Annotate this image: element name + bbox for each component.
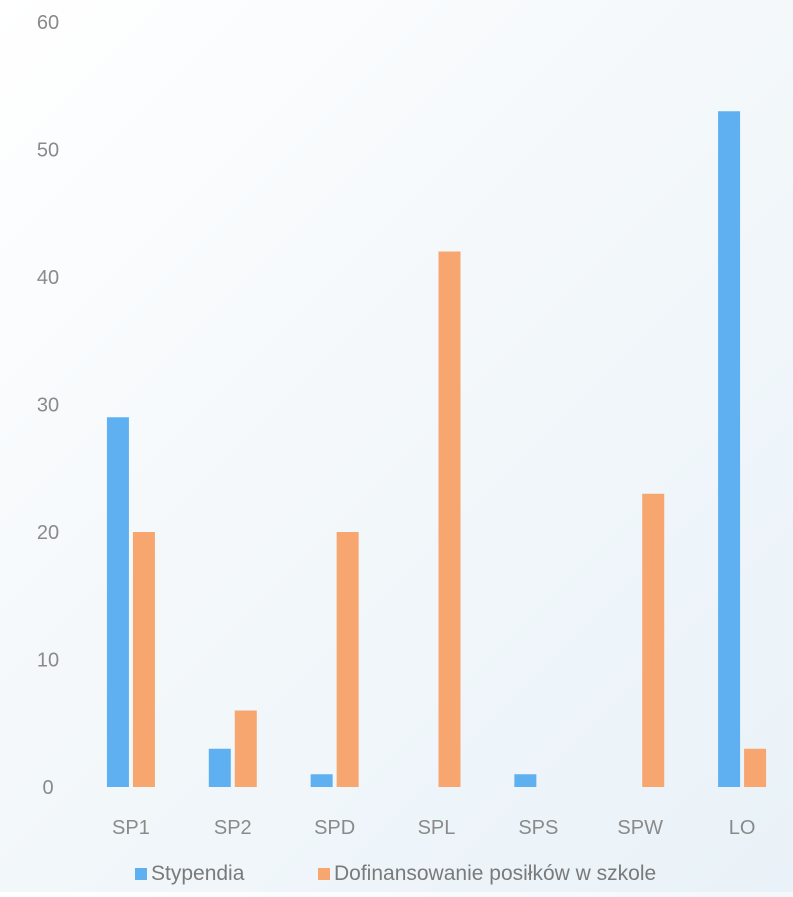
y-tick-label-5: 50 bbox=[37, 140, 59, 162]
x-tick-label-sp2: SP2 bbox=[214, 817, 252, 839]
legend-label-0: Stypendia bbox=[151, 862, 245, 885]
x-tick-label-spl: SPL bbox=[418, 817, 456, 839]
bar-sp2-series-0 bbox=[208, 748, 231, 787]
x-tick-label-sps: SPS bbox=[518, 817, 558, 839]
legend-label-1: Dofinansowanie posiłków w szkole bbox=[334, 862, 656, 885]
x-axis: SP1 SP2 SPD SPL SPS SPW LO bbox=[112, 817, 755, 839]
bar-spd-series-1 bbox=[336, 532, 359, 787]
bar-spd-series-0 bbox=[310, 774, 333, 787]
y-tick-label-1: 10 bbox=[37, 650, 59, 672]
bar-lo-series-1 bbox=[744, 748, 767, 787]
bar-sp1-series-0 bbox=[106, 417, 129, 787]
x-tick-label-lo: LO bbox=[729, 817, 756, 839]
legend-swatch-0 bbox=[135, 868, 147, 880]
x-tick-label-sp1: SP1 bbox=[112, 817, 150, 839]
x-tick-label-spd: SPD bbox=[314, 817, 355, 839]
y-tick-label-3: 30 bbox=[37, 395, 59, 417]
bar-sp1-series-1 bbox=[132, 532, 155, 787]
legend-swatch-1 bbox=[318, 868, 330, 880]
legend: Stypendia Dofinansowanie posiłków w szkol… bbox=[135, 862, 656, 885]
bar-spl-series-1 bbox=[438, 251, 461, 787]
bar-sp2-series-1 bbox=[234, 710, 257, 787]
y-tick-label-2: 20 bbox=[37, 522, 59, 544]
y-tick-label-6: 60 bbox=[37, 12, 59, 34]
bar-sps-series-0 bbox=[514, 774, 537, 787]
bar-spw-series-1 bbox=[642, 493, 665, 787]
y-tick-label-4: 40 bbox=[37, 267, 59, 289]
bars bbox=[106, 111, 767, 787]
y-axis: 0 10 20 30 40 50 60 bbox=[37, 12, 59, 799]
x-tick-label-spw: SPW bbox=[617, 817, 663, 839]
y-tick-label-0: 0 bbox=[42, 777, 53, 799]
bar-lo-series-0 bbox=[718, 111, 741, 787]
